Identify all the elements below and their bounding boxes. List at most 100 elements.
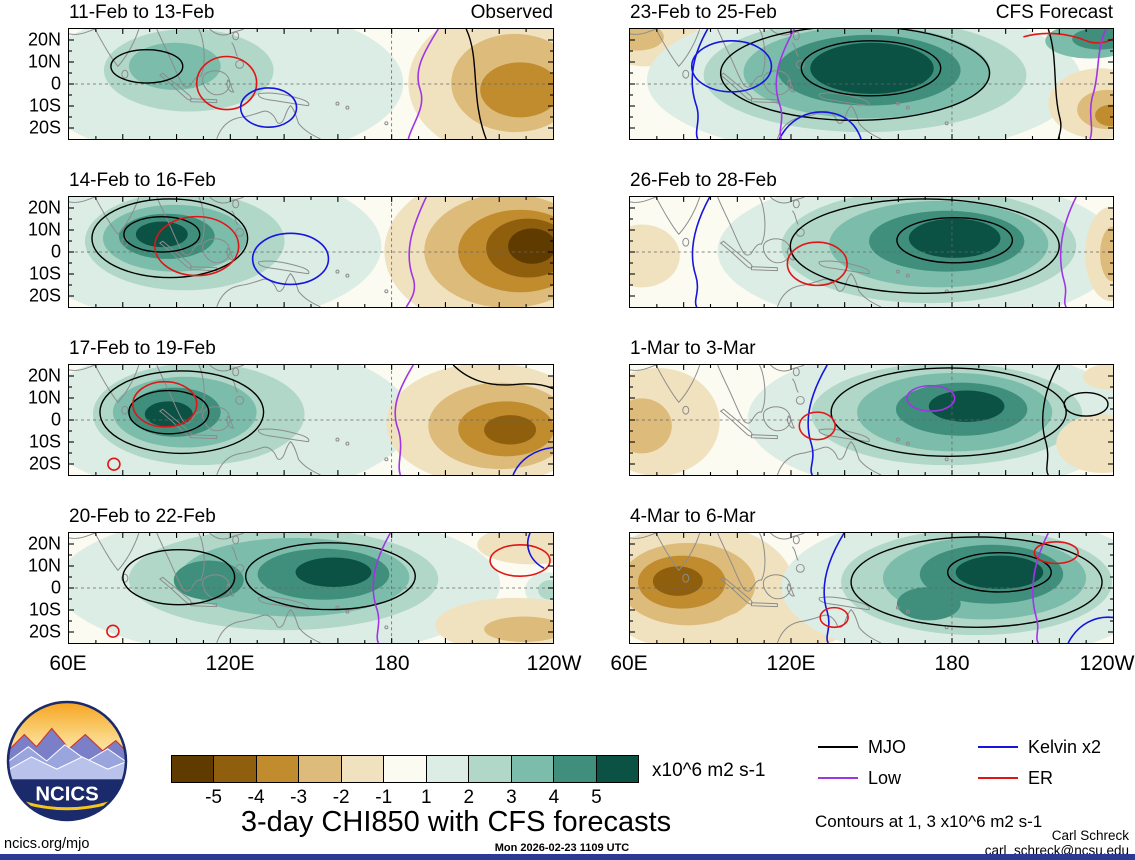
y-tick-label: 10N [27, 387, 61, 408]
legend-line-swatch [818, 745, 858, 749]
map-panel-6: 26-Feb to 28-Feb [629, 170, 1114, 308]
legend-item-er: ER [978, 766, 1101, 790]
x-tick-label: 120E [766, 652, 816, 675]
x-tick-label: 60E [49, 652, 87, 675]
colorbar-cell [426, 756, 470, 782]
y-tick-label: 10S [28, 599, 61, 620]
map-panel-3: 17-Feb to 19-Feb 20N 10N 0 10S 20S [28, 338, 554, 476]
ncics-logo: NCICS [6, 700, 128, 822]
y-tick-label: 20S [28, 453, 61, 474]
colorbar-cell [596, 756, 638, 782]
colorbar-cell [172, 756, 215, 782]
map-panel-2: 14-Feb to 16-Feb 20N 10N 0 10S 20S [28, 170, 554, 308]
legend-item-kelvin-x2: Kelvin x2 [978, 735, 1101, 759]
map-canvas-3 [69, 365, 553, 475]
y-tick-label: 0 [50, 73, 61, 94]
panel-title: 1-Mar to 3-Mar [630, 338, 756, 359]
legend-line-swatch [978, 745, 1018, 749]
map-canvas-1 [69, 29, 553, 139]
y-tick-label: 10S [28, 431, 61, 452]
contours-note: Contours at 1, 3 x10^6 m2 s-1 [815, 812, 1043, 831]
x-tick-label: 120W [1079, 652, 1135, 675]
colorbar-tick-label: 1 [420, 787, 432, 808]
map-panel-7: 1-Mar to 3-Mar [629, 338, 1114, 476]
colorbar-tick-label: 2 [463, 787, 475, 808]
colorbar-tick-label: -3 [290, 787, 308, 808]
y-tick-label: 10S [28, 263, 61, 284]
y-tick-label: 20S [28, 117, 61, 138]
y-tick-label: 0 [50, 577, 61, 598]
x-tick-label: 120W [526, 652, 582, 675]
y-tick-label: 20S [28, 621, 61, 642]
site-url: ncics.org/mjo [4, 836, 90, 852]
legend-item-mjo: MJO [818, 735, 906, 759]
colorbar-tick-label: -5 [205, 787, 222, 808]
y-tick-label: 10S [28, 95, 61, 116]
colorbar-cell [384, 756, 427, 782]
x-tick-label: 180 [934, 652, 970, 675]
figure-title: 3-day CHI850 with CFS forecasts [240, 806, 672, 838]
y-tick-label: 20N [27, 533, 61, 554]
colorbar-tick-label: -1 [375, 787, 393, 808]
colorbar [171, 755, 639, 783]
panel-title: 26-Feb to 28-Feb [630, 170, 777, 191]
y-tick-label: 20N [27, 365, 61, 386]
legend: MJO Low Kelvin x2 ER [818, 735, 1101, 797]
map-canvas-8 [630, 533, 1113, 643]
colorbar-cell [256, 756, 300, 782]
panel-title: 14-Feb to 16-Feb [69, 170, 216, 191]
legend-label: ER [1028, 767, 1054, 788]
legend-label: MJO [868, 736, 906, 757]
timestamp: Mon 2026-02-23 1109 UTC [494, 842, 630, 854]
cfs-forecast-label: CFS Forecast [995, 2, 1113, 23]
colorbar-cell [469, 756, 512, 782]
legend-item-low: Low [818, 766, 906, 790]
colorbar-tick-label: 5 [591, 787, 602, 808]
legend-label: Low [868, 767, 902, 788]
colorbar-cell [214, 756, 257, 782]
colorbar-cell [299, 756, 342, 782]
y-tick-label: 10N [27, 51, 61, 72]
colorbar-cell [554, 756, 597, 782]
units-label: x10^6 m2 s-1 [652, 760, 766, 781]
legend-line-swatch [818, 776, 858, 780]
y-tick-label: 20S [28, 285, 61, 306]
map-panel-1: 11-Feb to 13-Feb Observed 20N 10N 0 10S … [28, 2, 554, 140]
x-tick-label: 60E [610, 652, 648, 675]
panel-title: 11-Feb to 13-Feb [69, 2, 215, 23]
colorbar-cell [511, 756, 555, 782]
map-canvas-5 [630, 29, 1113, 139]
panel-title: 4-Mar to 6-Mar [630, 506, 756, 527]
map-canvas-2 [69, 197, 553, 307]
legend-line-swatch [978, 776, 1018, 780]
bottom-bar [0, 854, 1135, 860]
y-tick-label: 0 [50, 241, 61, 262]
x-tick-label: 120E [205, 652, 255, 675]
map-panel-8: 4-Mar to 6-Mar [629, 506, 1114, 644]
map-panel-4: 20-Feb to 22-Feb 20N 10N 0 10S 20S [28, 506, 554, 644]
map-canvas-4 [69, 533, 553, 643]
colorbar-tick-label: -4 [247, 787, 265, 808]
panel-title: 23-Feb to 25-Feb [630, 2, 777, 23]
colorbar-tick-label: 3 [506, 787, 517, 808]
colorbar-tick-label: 4 [548, 787, 560, 808]
colorbar-cell [341, 756, 385, 782]
map-canvas-7 [630, 365, 1113, 475]
legend-label: Kelvin x2 [1028, 736, 1102, 757]
map-canvas-6 [630, 197, 1113, 307]
panel-title: 17-Feb to 19-Feb [69, 338, 216, 359]
panel-title: 20-Feb to 22-Feb [69, 506, 216, 527]
credit-name: Carl Schreck [1051, 828, 1129, 843]
y-tick-label: 20N [27, 197, 61, 218]
y-tick-label: 20N [27, 29, 61, 50]
ncics-logo-graphic: NCICS [6, 700, 128, 822]
colorbar-labels: -5 -4 -3 -2 -1 1 2 3 4 5 [171, 787, 639, 809]
colorbar-tick-label: -2 [332, 787, 350, 808]
x-tick-label: 180 [374, 652, 410, 675]
y-tick-label: 10N [27, 219, 61, 240]
y-tick-label: 10N [27, 555, 61, 576]
observed-label: Observed [470, 2, 553, 23]
y-tick-label: 0 [50, 409, 61, 430]
map-panel-5: 23-Feb to 25-Feb CFS Forecast [629, 2, 1114, 140]
